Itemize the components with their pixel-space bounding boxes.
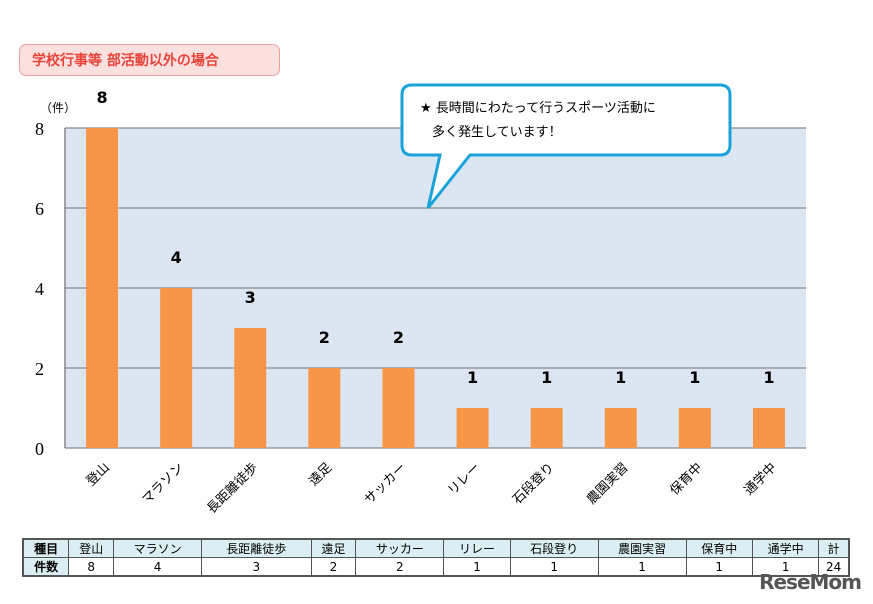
callout-line1: ★ 長時間にわたって行うスポーツ活動に xyxy=(420,101,656,116)
y-tick-label: 4 xyxy=(35,279,44,299)
table-header-cell: 登山 xyxy=(68,538,115,558)
x-tick-label: 通学中 xyxy=(741,460,780,499)
table-cell: 1 xyxy=(509,557,599,577)
bar xyxy=(86,128,119,448)
table-cell: 2 xyxy=(310,557,357,577)
x-tick-label: 遠足 xyxy=(306,460,335,489)
table-cell: 24 xyxy=(818,557,850,577)
data-label: 2 xyxy=(393,328,404,347)
bar xyxy=(752,408,785,448)
bar xyxy=(456,408,489,448)
x-tick-label: 石段登り xyxy=(510,460,557,507)
data-label: 1 xyxy=(689,368,700,387)
table-cell: 1 xyxy=(597,557,687,577)
table-header-cell: 通学中 xyxy=(751,538,820,558)
table-header-cell: 計 xyxy=(818,538,850,558)
summary-table: 種目 登山 マラソン 長距離徒歩 遠足 サッカー リレー 石段登り 農園実習 保育中 通学中計 件数… xyxy=(22,538,850,577)
x-tick-label: サッカー xyxy=(362,460,409,507)
table-cell: 4 xyxy=(113,557,203,577)
table-header-cell: 農園実習 xyxy=(597,538,687,558)
x-tick-label: 登山 xyxy=(84,460,113,489)
bar xyxy=(382,368,415,448)
bar xyxy=(308,368,341,448)
data-label: 1 xyxy=(467,368,478,387)
row-label: 種目 xyxy=(22,538,70,558)
table-header-cell: リレー xyxy=(443,538,511,558)
y-tick-label: 0 xyxy=(35,439,44,459)
callout-line2: 多く発生しています！ xyxy=(432,124,562,140)
x-tick-label: リレー xyxy=(445,460,483,498)
data-label: 8 xyxy=(96,88,107,107)
table-header-cell: 石段登り xyxy=(509,538,599,558)
bar-chart: 0 2 4 6 8 （件） 8 登山 4 マラソン 3 長距離徒歩 2 遠足 2 サッカー 1 リレー 1 石段登り 1… xyxy=(35,83,806,517)
y-tick-label: 8 xyxy=(35,119,44,139)
table-header-cell: 保育中 xyxy=(685,538,753,558)
table-cell: 8 xyxy=(68,557,115,577)
row-label: 件数 xyxy=(22,557,70,577)
table-header-row: 種目 登山 マラソン 長距離徒歩 遠足 サッカー リレー 石段登り 農園実習 保育中 通学中計 xyxy=(22,538,850,558)
table-cell: 1 xyxy=(443,557,511,577)
y-tick-label: 6 xyxy=(35,199,44,219)
table-cell: 1 xyxy=(751,557,820,577)
x-tick-label: マラソン xyxy=(140,460,187,507)
callout-bubble xyxy=(400,83,732,209)
y-axis-unit: （件） xyxy=(40,101,76,115)
table-header-cell: マラソン xyxy=(113,538,203,558)
data-label: 2 xyxy=(319,328,330,347)
bar xyxy=(530,408,563,448)
table-cell: 2 xyxy=(355,557,445,577)
data-label: 1 xyxy=(615,368,626,387)
table-cell: 3 xyxy=(201,557,312,577)
data-label: 1 xyxy=(541,368,552,387)
x-tick-label: 農園実習 xyxy=(583,460,631,508)
table-header-cell: サッカー xyxy=(355,538,445,558)
bar xyxy=(678,408,711,448)
watermark-logo: ReseMom xyxy=(759,570,862,594)
bar xyxy=(234,328,267,448)
data-label: 3 xyxy=(245,288,256,307)
bar xyxy=(160,288,193,448)
table-row: 件数 8 4 3 2 2 1 1 1 1 1 24 xyxy=(22,557,850,577)
x-tick-label: 長距離徒歩 xyxy=(204,460,261,517)
section-title: 学校行事等 部活動以外の場合 xyxy=(19,44,280,76)
bar xyxy=(604,408,637,448)
data-label: 4 xyxy=(171,248,182,267)
table-cell: 1 xyxy=(685,557,753,577)
y-tick-label: 2 xyxy=(35,359,44,379)
table-header-cell: 長距離徒歩 xyxy=(201,538,312,558)
x-tick-label: 保育中 xyxy=(667,460,706,499)
table-header-cell: 遠足 xyxy=(310,538,357,558)
data-label: 1 xyxy=(763,368,774,387)
